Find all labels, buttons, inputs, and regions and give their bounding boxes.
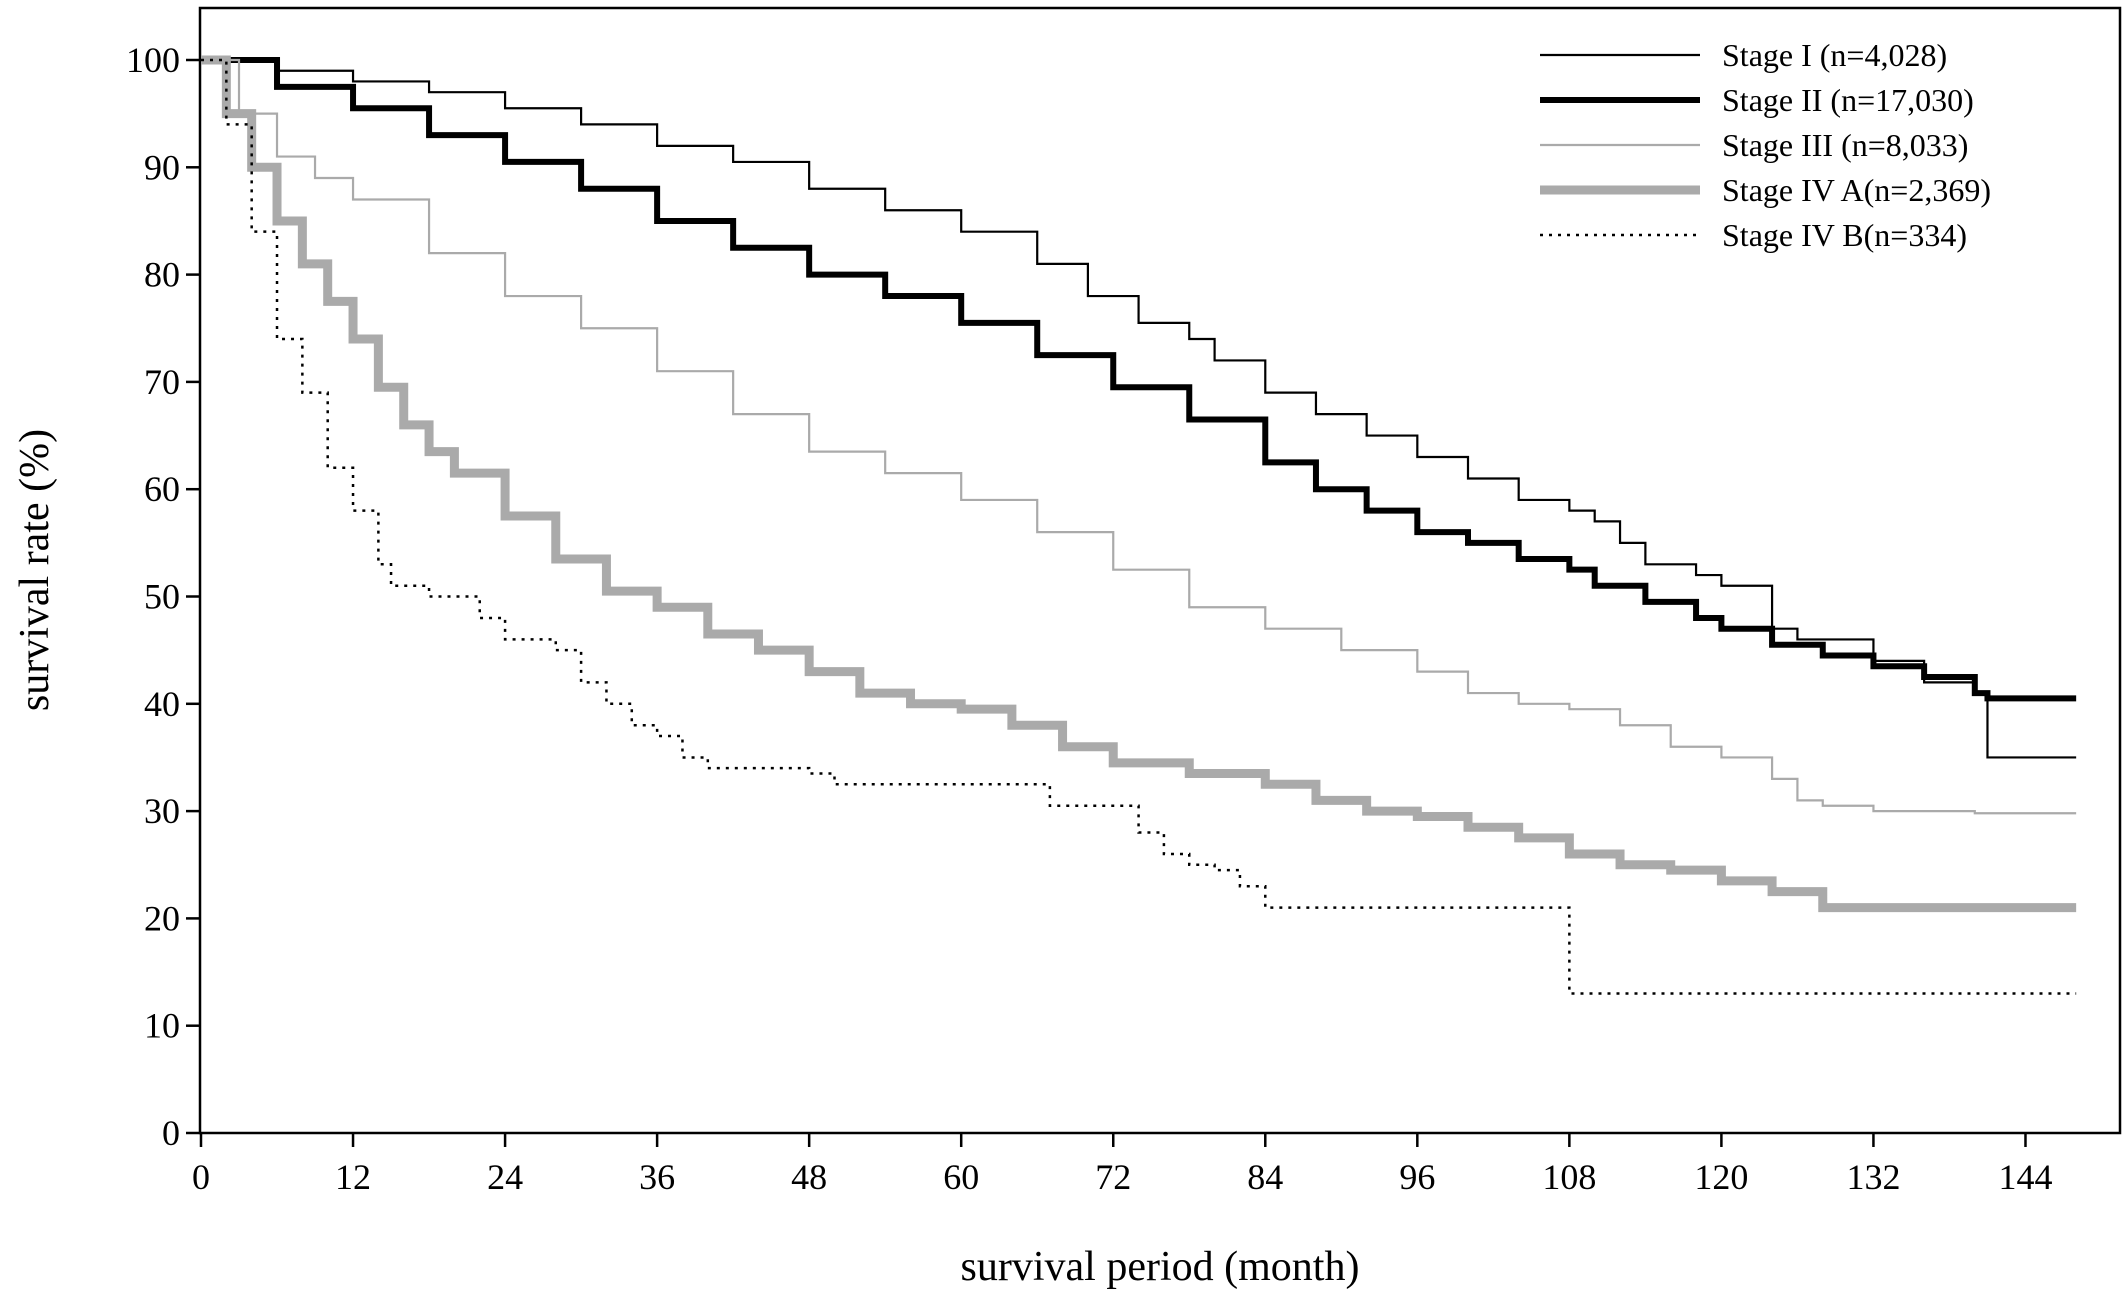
y-tick-label: 90 [144, 147, 180, 187]
y-tick-label: 50 [144, 577, 180, 617]
x-tick-label: 60 [943, 1157, 979, 1197]
x-tick-label: 48 [791, 1157, 827, 1197]
y-axis-label: survival rate (%) [12, 429, 58, 711]
y-tick-label: 0 [162, 1113, 180, 1153]
y-tick-label: 80 [144, 255, 180, 295]
legend: Stage I (n=4,028) Stage II (n=17,030) Stag… [1540, 37, 1991, 253]
series-line-4 [201, 55, 2077, 913]
y-tick-label: 40 [144, 684, 180, 724]
legend-label-3: Stage III (n=8,033) [1722, 127, 1968, 163]
legend-label-5: Stage IV B(n=334) [1722, 217, 1967, 253]
x-axis-ticks: 0 12 24 36 48 60 72 84 96 108 120 132 144 [192, 1133, 2052, 1197]
x-tick-label: 36 [639, 1157, 675, 1197]
y-tick-label: 30 [144, 791, 180, 831]
x-tick-label: 120 [1694, 1157, 1748, 1197]
y-axis-ticks: 0 10 20 30 40 50 60 70 80 90 100 [126, 40, 200, 1153]
x-tick-label: 132 [1846, 1157, 1900, 1197]
x-tick-label: 84 [1247, 1157, 1283, 1197]
legend-label-4: Stage IV A(n=2,369) [1722, 172, 1991, 208]
y-tick-label: 70 [144, 362, 180, 402]
survival-curves [201, 55, 2077, 995]
x-tick-label: 96 [1399, 1157, 1435, 1197]
x-tick-label: 108 [1542, 1157, 1596, 1197]
series-line-2 [201, 57, 2077, 702]
y-tick-label: 20 [144, 898, 180, 938]
y-tick-label: 60 [144, 469, 180, 509]
plot-frame [198, 6, 2122, 1135]
series-line-5 [201, 58, 2077, 995]
x-tick-label: 24 [487, 1157, 523, 1197]
series-line-1 [201, 58, 2077, 759]
x-tick-label: 0 [192, 1157, 210, 1197]
x-tick-label: 144 [1998, 1157, 2052, 1197]
x-tick-label: 72 [1095, 1157, 1131, 1197]
y-tick-label: 100 [126, 40, 180, 80]
x-tick-label: 12 [335, 1157, 371, 1197]
x-axis-label: survival period (month) [961, 1244, 1360, 1290]
series-line-3 [201, 58, 2077, 815]
legend-label-2: Stage II (n=17,030) [1722, 82, 1974, 118]
y-tick-label: 10 [144, 1006, 180, 1046]
legend-label-1: Stage I (n=4,028) [1722, 37, 1947, 73]
